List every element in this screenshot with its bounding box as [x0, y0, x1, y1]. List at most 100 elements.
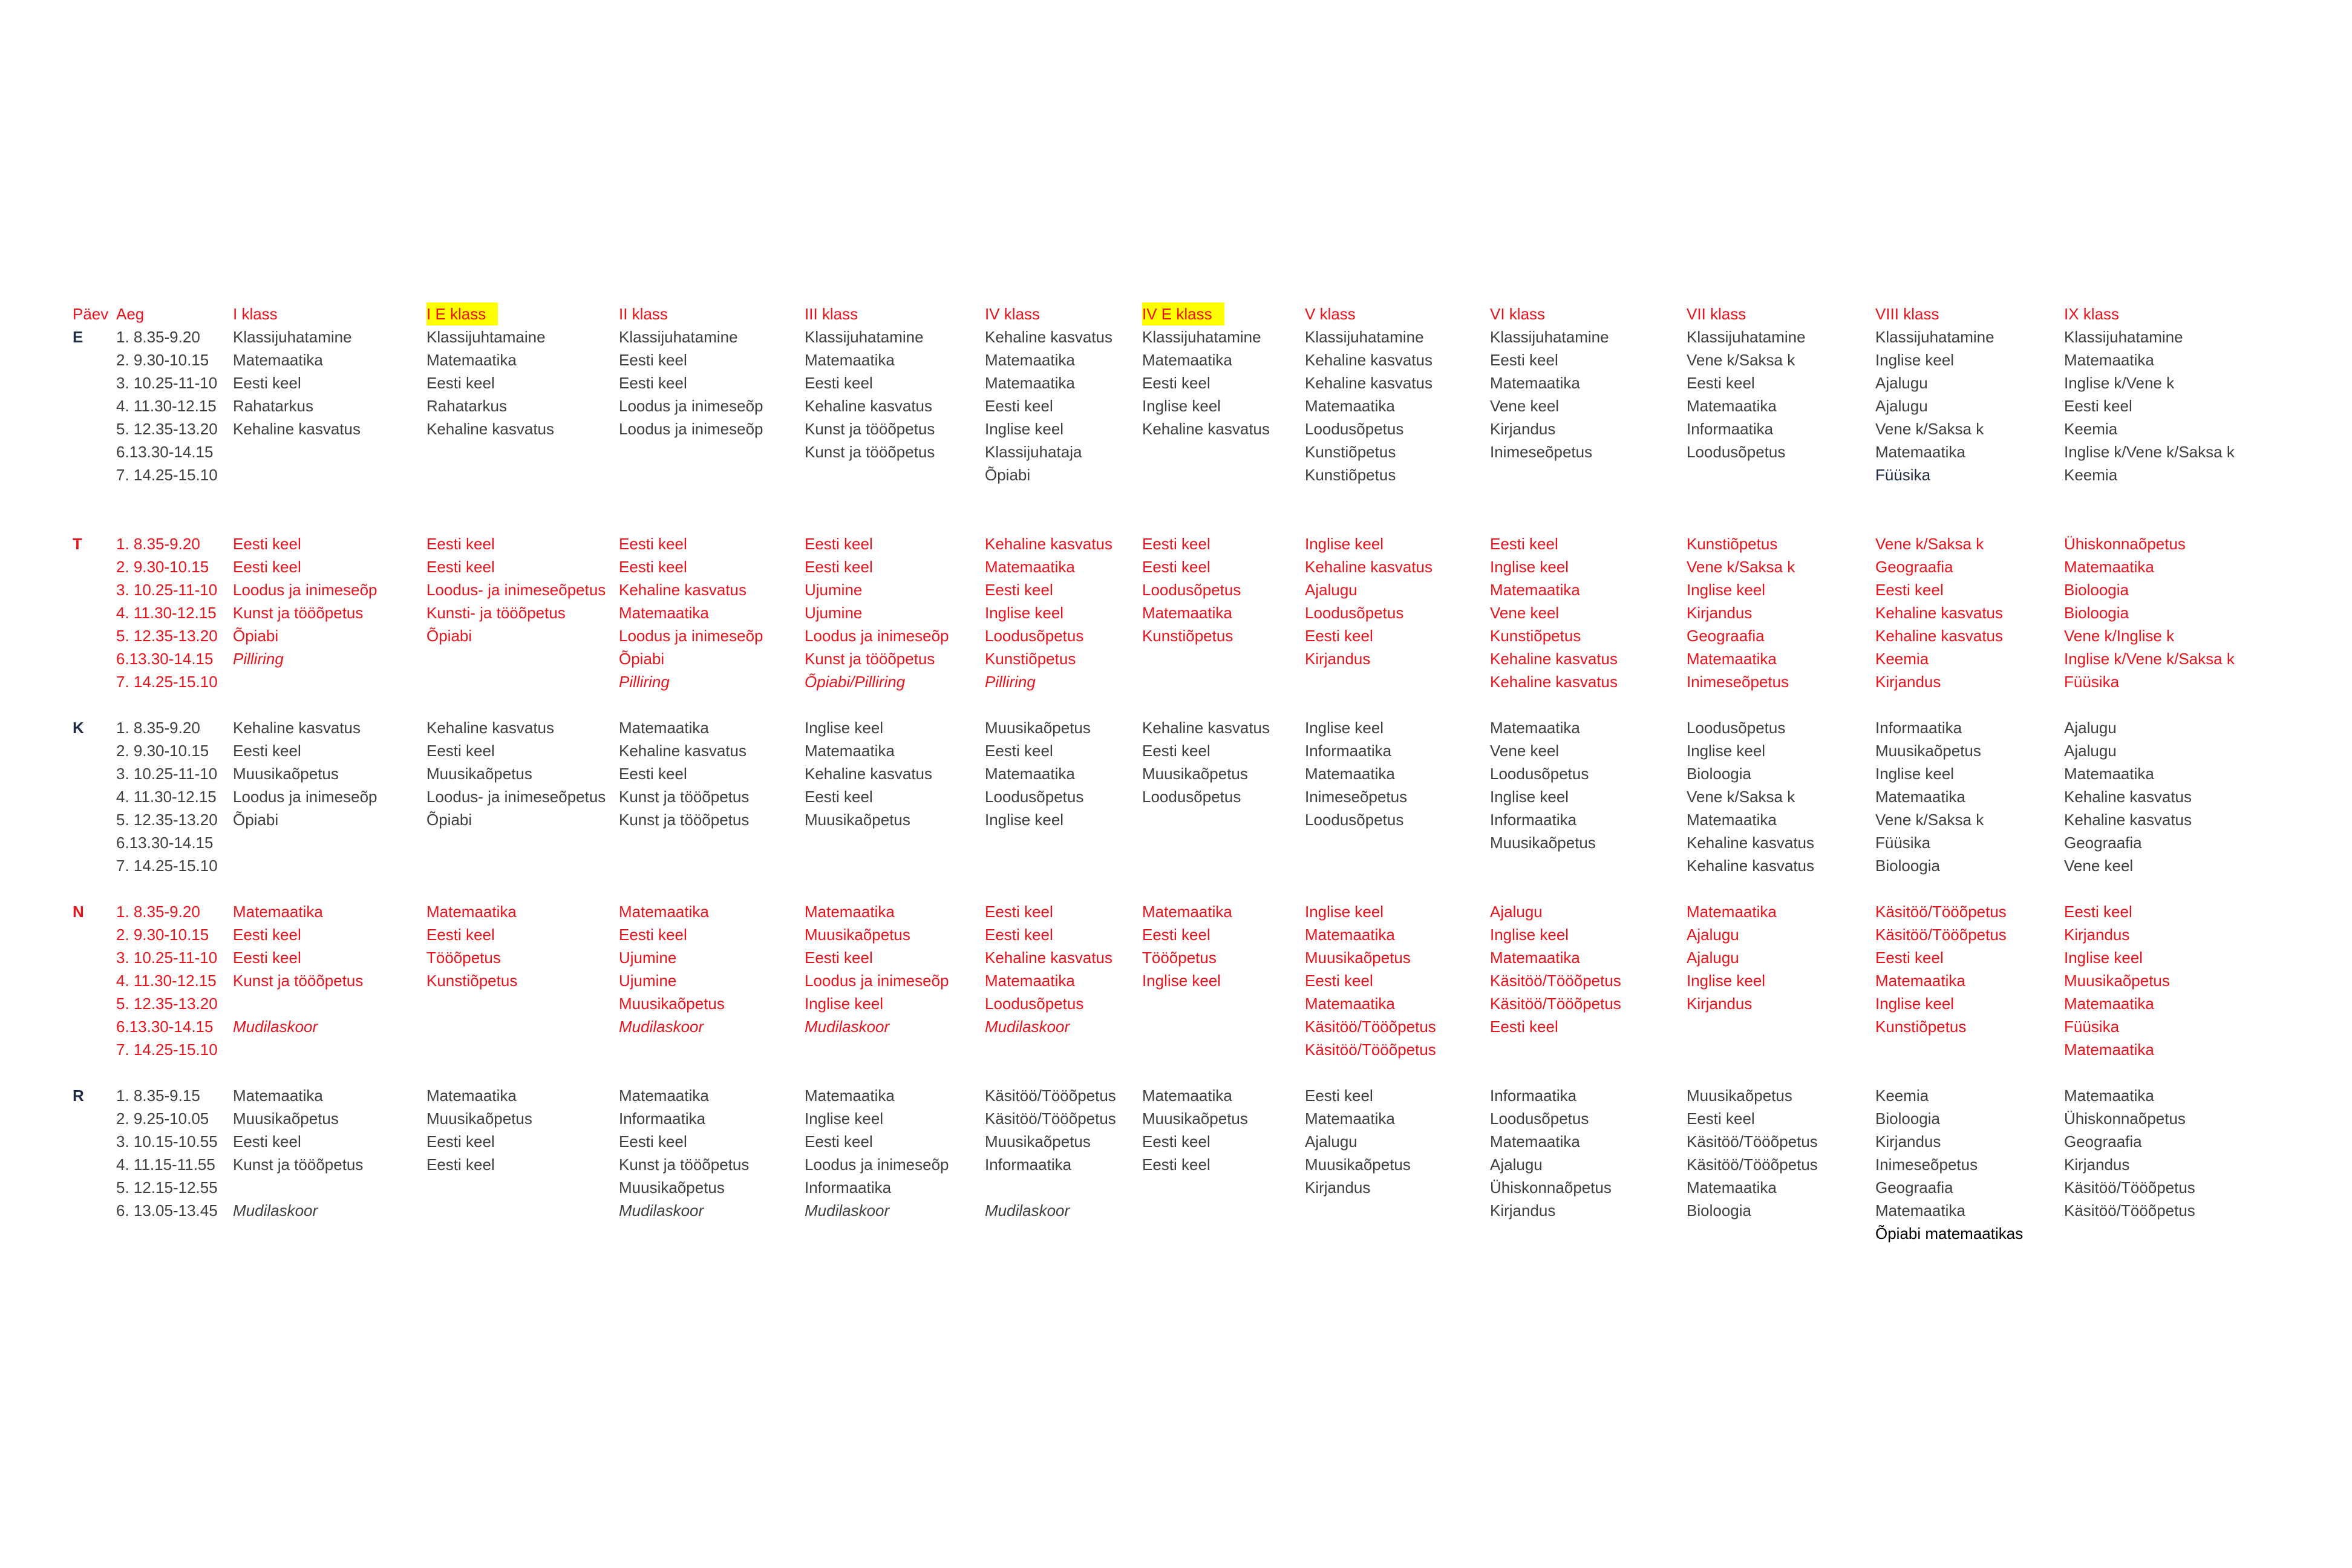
lesson-cell: Eesti keel [1142, 1155, 1210, 1174]
lesson-cell: Klassijuhatamine [233, 328, 352, 346]
lesson-cell: Eesti keel [805, 374, 873, 392]
lesson-time: 2. 9.25-10.05 [116, 1109, 209, 1128]
lesson-cell: Klassijuhatamine [2064, 328, 2183, 346]
lesson-cell: Eesti keel [233, 926, 301, 944]
lesson-cell: Eesti keel [1142, 1132, 1210, 1151]
lesson-time: 1. 8.35-9.20 [116, 903, 200, 921]
lesson-cell: Inglise keel [985, 604, 1064, 622]
lesson-cell: Kehaline kasvatus [1305, 351, 1433, 369]
lesson-row: 7. 14.25-15.10 Pilliring Õpiabi/Pilliring P… [73, 670, 2281, 693]
lesson-row: 5. 12.35-13.20 Õpiabi Õpiabi Kunst ja tööõp… [73, 808, 2281, 831]
lesson-cell: Kehaline kasvatus [233, 719, 361, 737]
lesson-cell: Ajalugu [1305, 1132, 1357, 1151]
lesson-cell: Käsitöö/Tööõpetus [1875, 903, 2007, 921]
lesson-time: 5. 12.35-13.20 [116, 811, 218, 829]
lesson-cell: Kehaline kasvatus [1687, 857, 1815, 875]
lesson-cell: Matemaatika [805, 351, 895, 369]
lesson-cell: Klassijuhatamine [805, 328, 924, 346]
lesson-cell: Inglise keel [1490, 788, 1569, 806]
lesson-cell: Informaatika [1687, 420, 1774, 438]
lesson-cell: Loodus ja inimeseõp [233, 581, 377, 599]
lesson-cell: Eesti keel [1142, 558, 1210, 576]
lesson-cell: Eesti keel [426, 926, 495, 944]
lesson-cell: Bioloogia [1875, 1109, 1940, 1128]
lesson-cell: Eesti keel [233, 535, 301, 553]
lesson-cell: Kehaline kasvatus [619, 581, 747, 599]
lesson-cell: Kehaline kasvatus [426, 420, 555, 438]
lesson-cell: Klassijuhataja [985, 443, 1082, 461]
lesson-cell: Mudilaskoor [619, 1018, 704, 1036]
lesson-time: 4. 11.15-11.55 [116, 1155, 215, 1174]
lesson-cell: Matemaatika [1142, 903, 1232, 921]
lesson-cell: Matemaatika [1142, 1086, 1232, 1105]
lesson-cell: Matemaatika [1875, 443, 1965, 461]
lesson-cell: Kunstiõpetus [985, 650, 1076, 668]
lesson-cell: Ühiskonnaõpetus [2064, 535, 2186, 553]
lesson-cell: Eesti keel [233, 374, 301, 392]
lesson-cell: Keemia [1875, 650, 1929, 668]
lesson-cell: Eesti keel [1142, 535, 1210, 553]
lesson-cell: Loodusõpetus [1490, 1109, 1589, 1128]
lesson-time: 1. 8.35-9.20 [116, 719, 200, 737]
lesson-cell: Käsitöö/Tööõpetus [985, 1086, 1116, 1105]
lesson-cell: Matemaatika [233, 903, 323, 921]
lesson-cell: Kirjandus [1875, 673, 1941, 691]
lesson-cell: Vene k/Inglise k [2064, 627, 2175, 645]
lesson-time: 5. 12.15-12.55 [116, 1178, 218, 1197]
lesson-cell: Õpiabi/Pilliring [805, 673, 906, 691]
lesson-cell: Kehaline kasvatus [2064, 788, 2192, 806]
day-spacer [73, 1061, 2281, 1084]
lesson-cell: Matemaatika [1687, 811, 1777, 829]
lesson-cell: Õpiabi [426, 627, 472, 645]
lesson-row: 3. 10.15-10.55 Eesti keel Eesti keel Eesti … [73, 1130, 2281, 1153]
lesson-cell: Mudilaskoor [233, 1201, 318, 1220]
lesson-cell: Füüsika [1875, 834, 1931, 852]
header-time: Aeg [116, 305, 145, 323]
lesson-cell: Eesti keel [619, 926, 687, 944]
lesson-cell: Klassijuhatamine [1490, 328, 1609, 346]
lesson-cell: Muusikaõpetus [1490, 834, 1596, 852]
lesson-cell: Matemaatika [1490, 949, 1580, 967]
lesson-cell: Vene keel [1490, 742, 1560, 760]
lesson-cell: Vene k/Saksa k [1875, 420, 1984, 438]
lesson-cell: Kehaline kasvatus [805, 397, 933, 415]
lesson-cell: Matemaatika [1490, 581, 1580, 599]
lesson-row: N 1. 8.35-9.20 Matemaatika Matemaatika Matem… [73, 900, 2281, 923]
lesson-cell: Ühiskonnaõpetus [1490, 1178, 1612, 1197]
lesson-cell: Kirjandus [1305, 650, 1371, 668]
lesson-cell: Eesti keel [985, 397, 1053, 415]
lesson-cell: Loodusõpetus [1687, 719, 1786, 737]
header-class-5: V klass [1305, 305, 1356, 323]
lesson-cell: Inglise keel [1305, 719, 1384, 737]
lesson-cell: Matemaatika [619, 903, 709, 921]
lesson-cell: Mudilaskoor [985, 1018, 1070, 1036]
lesson-cell: Eesti keel [426, 742, 495, 760]
lesson-row: 7. 14.25-15.10 Õpiabi Kunstiõpetus Füüsika K… [73, 463, 2281, 486]
lesson-cell: Eesti keel [805, 788, 873, 806]
lesson-cell: Kunst ja tööõpetus [619, 811, 750, 829]
lesson-time: 6.13.30-14.15 [116, 650, 214, 668]
day-block-n: N 1. 8.35-9.20 Matemaatika Matemaatika Matem… [73, 900, 2281, 1061]
lesson-cell: Kehaline kasvatus [1875, 627, 2004, 645]
lesson-cell: Inglise keel [805, 1109, 884, 1128]
lesson-cell: Eesti keel [805, 949, 873, 967]
lesson-cell: Eesti keel [1490, 351, 1558, 369]
lesson-cell: Loodusõpetus [1142, 788, 1241, 806]
lesson-cell: Eesti keel [985, 903, 1053, 921]
lesson-cell: Matemaatika [1142, 351, 1232, 369]
lesson-cell: Loodusõpetus [1305, 604, 1404, 622]
lesson-row: 4. 11.30-12.15 Rahatarkus Rahatarkus Loodus… [73, 394, 2281, 417]
lesson-row: 6. 13.05-13.45 Mudilaskoor Mudilaskoor Mudi… [73, 1199, 2281, 1222]
lesson-cell: Muusikaõpetus [985, 719, 1091, 737]
header-class-3: III klass [805, 305, 858, 323]
lesson-cell: Inglise keel [805, 995, 884, 1013]
lesson-time: 2. 9.30-10.15 [116, 351, 209, 369]
lesson-cell: Loodusõpetus [1490, 765, 1589, 783]
lesson-cell: Pilliring [619, 673, 670, 691]
lesson-cell: Geograafia [1875, 558, 1953, 576]
lesson-cell: Inglise keel [805, 719, 884, 737]
lesson-cell: Ujumine [619, 949, 677, 967]
lesson-row: 6.13.30-14.15 Pilliring Õpiabi Kunst ja töö… [73, 647, 2281, 670]
lesson-row: 5. 12.35-13.20 Kehaline kasvatus Kehaline … [73, 417, 2281, 440]
lesson-cell: Eesti keel [985, 926, 1053, 944]
